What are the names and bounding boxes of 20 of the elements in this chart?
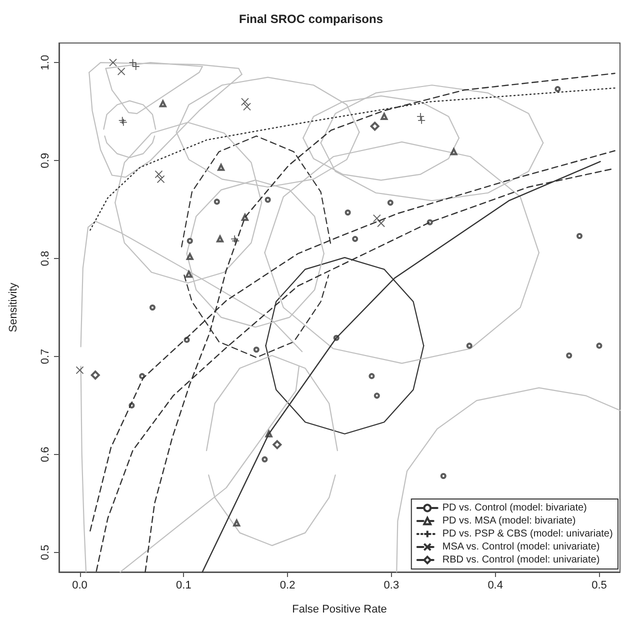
y-tick-label: 1.0 <box>40 54 52 70</box>
legend-label: PD vs. Control (model: bivariate) <box>442 502 587 514</box>
x-tick-label: 0.3 <box>384 580 400 592</box>
legend-label: MSA vs. Control (model: univariate) <box>442 542 600 552</box>
y-tick-label: 0.8 <box>40 250 52 266</box>
x-axis-title: False Positive Rate <box>292 604 387 616</box>
y-tick-label: 0.6 <box>40 446 52 462</box>
legend-label: PD vs. MSA (model: bivariate) <box>442 516 576 526</box>
x-tick-label: 0.0 <box>72 580 88 592</box>
y-tick-label: 0.7 <box>40 348 52 364</box>
x-tick-label: 0.5 <box>592 580 607 592</box>
chart-title: Final SROC comparisons <box>238 12 384 26</box>
y-tick-label: 0.5 <box>40 544 52 560</box>
x-tick-label: 0.4 <box>488 580 503 592</box>
x-tick-label: 0.1 <box>176 580 192 592</box>
x-tick-label: 0.2 <box>280 580 296 592</box>
legend-label: PD vs. PSP & CBS (model: univariate) <box>442 528 613 540</box>
y-axis-title: Sensitivity <box>8 282 20 332</box>
y-tick-label: 0.9 <box>40 152 52 168</box>
legend-label: RBD vs. Control (model: univariate) <box>442 554 600 566</box>
